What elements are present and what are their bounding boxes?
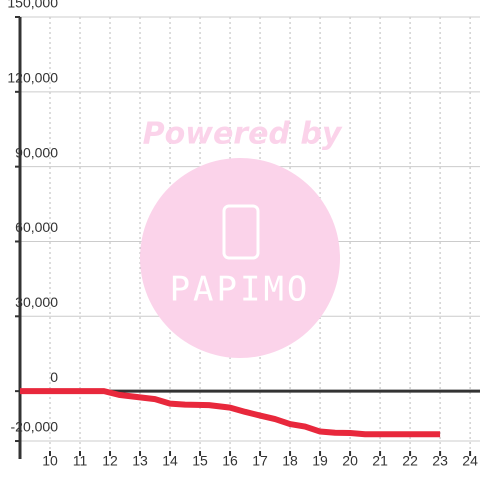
x-tick-label: 14 xyxy=(162,453,178,469)
x-tick-label: 20 xyxy=(342,453,358,469)
watermark-text: Powered by xyxy=(143,117,343,152)
x-tick-label: 13 xyxy=(132,453,148,469)
x-tick-label: 18 xyxy=(282,453,298,469)
x-tick-label: 15 xyxy=(192,453,208,469)
y-tick-label: -20,000 xyxy=(11,419,59,435)
y-tick-label: 30,000 xyxy=(15,294,58,310)
data-line xyxy=(20,388,441,438)
x-tick-label: 10 xyxy=(42,453,58,469)
x-tick-label: 19 xyxy=(312,453,328,469)
x-tick-label: 24 xyxy=(462,453,478,469)
y-tick-label: 0 xyxy=(50,369,58,385)
y-tick-label: 150,000 xyxy=(7,0,58,11)
watermark-logo: PAPIMO xyxy=(170,270,311,310)
watermark-icon xyxy=(222,204,260,260)
x-tick-label: 21 xyxy=(372,453,388,469)
y-tick-label: 120,000 xyxy=(7,70,58,86)
x-tick-label: 16 xyxy=(222,453,238,469)
x-tick-label: 17 xyxy=(252,453,268,469)
y-tick-label: 60,000 xyxy=(15,219,58,235)
x-tick-label: 22 xyxy=(402,453,418,469)
y-tick-label: 90,000 xyxy=(15,144,58,160)
x-tick-label: 23 xyxy=(432,453,448,469)
x-tick-label: 11 xyxy=(73,453,88,469)
x-tick-label: 12 xyxy=(102,453,118,469)
